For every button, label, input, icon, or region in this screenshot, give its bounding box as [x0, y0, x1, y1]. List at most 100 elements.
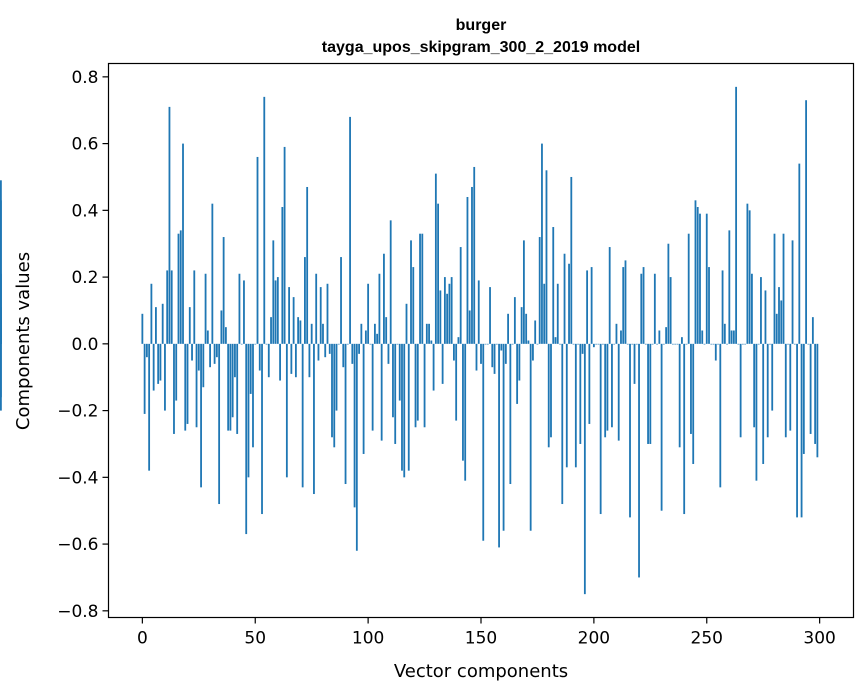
- bar: [195, 343, 198, 428]
- bar: [265, 343, 268, 345]
- bar: [635, 343, 638, 345]
- bar: [773, 233, 776, 344]
- bar: [780, 300, 783, 344]
- bar: [703, 343, 706, 345]
- bar: [360, 323, 363, 344]
- bar: [443, 277, 446, 344]
- bar: [721, 270, 724, 344]
- bar: [547, 343, 550, 448]
- bar: [231, 343, 234, 418]
- bar: [681, 337, 683, 344]
- bar: [744, 343, 747, 345]
- bar: [719, 343, 722, 488]
- x-tick-label: 150: [465, 629, 497, 649]
- bar: [267, 343, 270, 378]
- bar: [252, 343, 254, 448]
- bar: [631, 343, 634, 345]
- bar: [274, 280, 277, 344]
- bar: [238, 273, 241, 344]
- bar: [683, 343, 686, 515]
- bar: [778, 287, 780, 344]
- bar: [572, 343, 575, 345]
- bar: [525, 313, 528, 344]
- bar: [642, 267, 645, 344]
- bar: [462, 343, 464, 461]
- x-axis-ticks: 0 50 100 150 200 250 300: [137, 617, 836, 649]
- x-tick-label: 100: [352, 629, 384, 649]
- bar: [651, 343, 654, 345]
- bar: [310, 323, 313, 344]
- bar: [766, 343, 769, 438]
- bar: [450, 277, 453, 344]
- bar: [620, 330, 622, 344]
- bar: [168, 106, 171, 344]
- bar: [728, 230, 731, 344]
- bar: [486, 343, 489, 345]
- bar: [814, 343, 817, 444]
- bar: [522, 240, 525, 344]
- bar: [782, 233, 785, 344]
- bar: [568, 263, 570, 344]
- bar: [306, 186, 309, 344]
- bar: [182, 143, 184, 344]
- bar: [649, 343, 652, 444]
- bar: [328, 343, 331, 354]
- bar: [647, 343, 649, 444]
- bar: [545, 170, 548, 344]
- bar: [583, 343, 586, 595]
- bar: [471, 186, 473, 344]
- bar: [342, 343, 345, 368]
- bar: [717, 343, 719, 345]
- bar: [166, 270, 169, 344]
- bar: [529, 343, 532, 531]
- bar: [288, 287, 291, 344]
- bar: [656, 343, 658, 345]
- bar: [581, 343, 584, 354]
- bar: [694, 200, 697, 344]
- bar: [554, 337, 557, 344]
- bar: [453, 343, 455, 361]
- bar: [590, 267, 593, 344]
- bar: [511, 343, 514, 345]
- bar: [732, 330, 735, 344]
- bar: [301, 343, 304, 488]
- bar: [157, 343, 160, 384]
- bar: [331, 343, 333, 438]
- bar: [592, 343, 595, 348]
- bar: [410, 240, 412, 344]
- bar: [588, 343, 591, 424]
- bar: [197, 343, 200, 371]
- bar: [536, 343, 539, 345]
- bar: [373, 323, 376, 344]
- bar: [353, 343, 356, 508]
- y-axis-ticks: 0.8 0.6 0.4 0.2 0.0 −0.2 −0.4 −0.6 −0.8: [57, 68, 109, 622]
- bar: [599, 343, 602, 515]
- bar: [407, 343, 410, 471]
- bar: [261, 343, 263, 515]
- bar: [175, 343, 178, 401]
- bar: [532, 343, 534, 361]
- bar: [184, 343, 187, 431]
- bar: [699, 213, 701, 344]
- bar: [294, 343, 297, 378]
- bar: [622, 267, 625, 344]
- bar: [439, 290, 442, 344]
- bar: [723, 323, 726, 344]
- bar: [498, 343, 500, 548]
- bar: [401, 343, 403, 471]
- bar: [337, 343, 340, 345]
- bar: [653, 273, 656, 344]
- bar: [412, 267, 415, 344]
- bar-series: [0, 86, 819, 595]
- bar: [565, 343, 568, 468]
- bar: [807, 343, 810, 345]
- x-tick-label: 50: [244, 629, 266, 649]
- bar: [705, 213, 708, 344]
- bar: [509, 343, 512, 485]
- bar: [550, 343, 552, 438]
- bar: [784, 343, 787, 438]
- bar: [308, 343, 311, 378]
- bar: [541, 143, 543, 344]
- bar: [502, 343, 505, 531]
- bar: [800, 343, 803, 518]
